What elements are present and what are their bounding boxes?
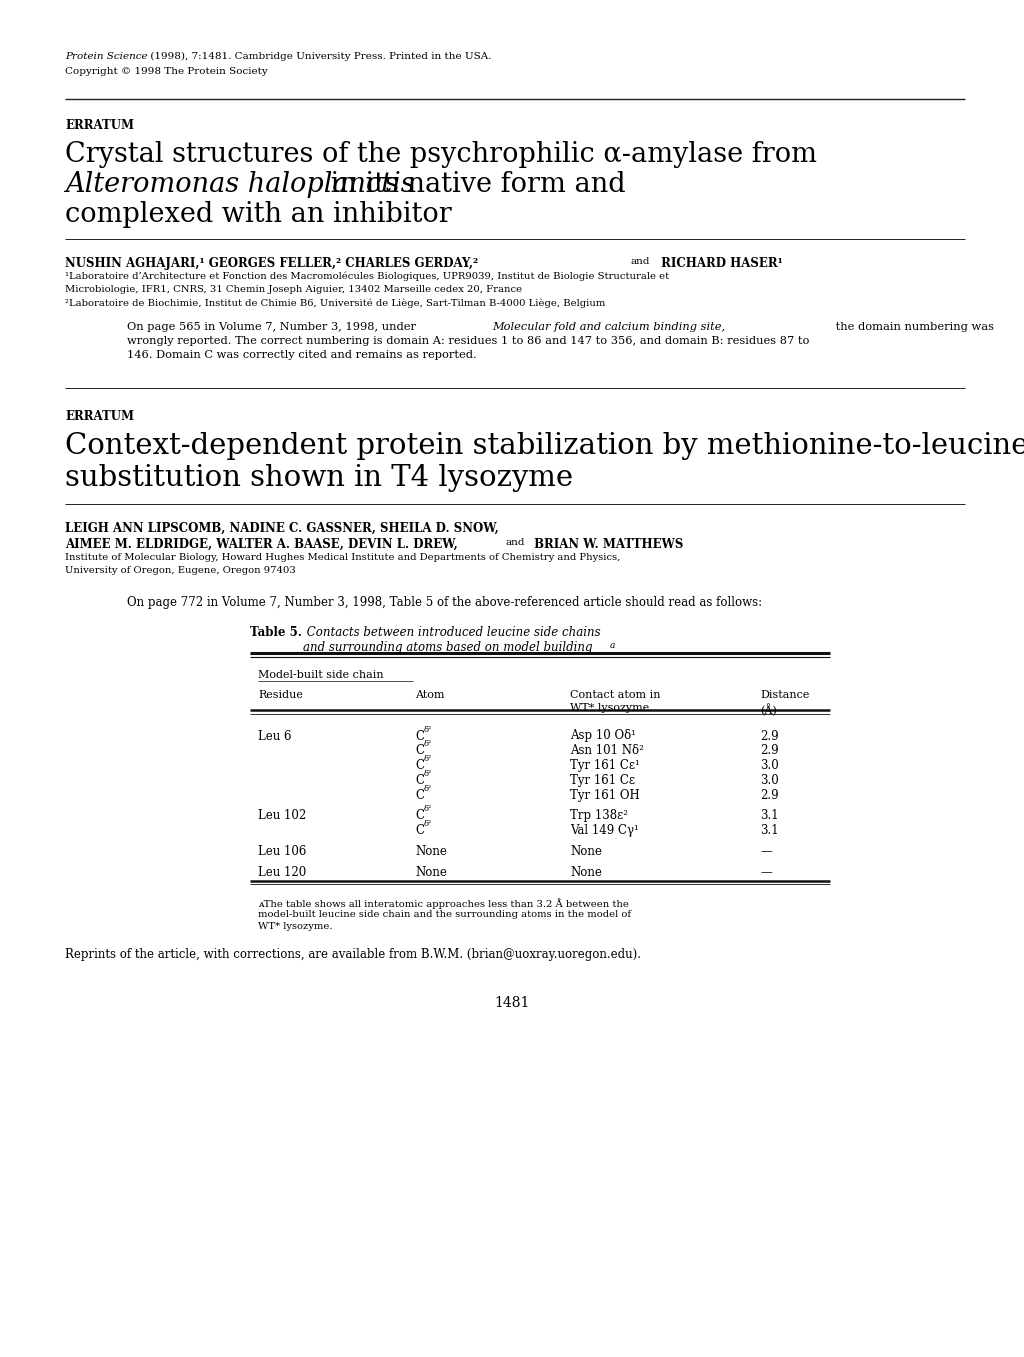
Text: Microbiologie, IFR1, CNRS, 31 Chemin Joseph Aiguier, 13402 Marseille cedex 20, F: Microbiologie, IFR1, CNRS, 31 Chemin Jos… [65,285,522,294]
Text: substitution shown in T4 lysozyme: substitution shown in T4 lysozyme [65,464,573,493]
Text: C: C [415,773,424,787]
Text: 146. Domain C was correctly cited and remains as reported.: 146. Domain C was correctly cited and re… [127,350,477,360]
Text: ERRATUM: ERRATUM [65,119,134,132]
Text: 2.9: 2.9 [760,788,778,802]
Text: Contacts between introduced leucine side chains: Contacts between introduced leucine side… [303,626,601,639]
Text: LEIGH ANN LIPSCOMB, NADINE C. GASSNER, SHEILA D. SNOW,: LEIGH ANN LIPSCOMB, NADINE C. GASSNER, S… [65,522,499,535]
Text: Institute of Molecular Biology, Howard Hughes Medical Institute and Departments : Institute of Molecular Biology, Howard H… [65,554,621,562]
Text: (Å): (Å) [760,703,777,716]
Text: Molecular fold and calcium binding site,: Molecular fold and calcium binding site, [492,322,725,332]
Text: in its native form and: in its native form and [322,171,626,198]
Text: Table 5.: Table 5. [250,626,302,639]
Text: On page 565 in Volume 7, Number 3, 1998, under: On page 565 in Volume 7, Number 3, 1998,… [127,322,420,332]
Text: δ²: δ² [424,754,432,763]
Text: (1998), 7:1481. Cambridge University Press. Printed in the USA.: (1998), 7:1481. Cambridge University Pre… [147,52,492,61]
Text: C: C [415,759,424,772]
Text: ¹Laboratoire d’Architecture et Fonction des Macromolécules Biologiques, UPR9039,: ¹Laboratoire d’Architecture et Fonction … [65,271,669,281]
Text: 3.1: 3.1 [760,824,778,837]
Text: University of Oregon, Eugene, Oregon 97403: University of Oregon, Eugene, Oregon 974… [65,566,296,575]
Text: Distance: Distance [760,691,809,700]
Text: WT* lysozyme.: WT* lysozyme. [258,923,333,931]
Text: a: a [610,641,615,650]
Text: Model-built side chain: Model-built side chain [258,670,384,680]
Text: C: C [415,824,424,837]
Text: Alteromonas haloplanctis: Alteromonas haloplanctis [65,171,415,198]
Text: Asp 10 Oδ¹: Asp 10 Oδ¹ [570,730,636,742]
Text: wrongly reported. The correct numbering is domain A: residues 1 to 86 and 147 to: wrongly reported. The correct numbering … [127,337,809,346]
Text: Leu 102: Leu 102 [258,810,306,822]
Text: Asn 101 Nδ²: Asn 101 Nδ² [570,744,644,757]
Text: WT* lysozyme: WT* lysozyme [570,703,649,714]
Text: δ²: δ² [424,726,432,734]
Text: 1481: 1481 [495,996,529,1010]
Text: —: — [760,845,772,858]
Text: Atom: Atom [415,691,444,700]
Text: Leu 106: Leu 106 [258,845,306,858]
Text: and surrounding atoms based on model building: and surrounding atoms based on model bui… [303,641,593,654]
Text: and: and [505,537,524,547]
Text: 2.9: 2.9 [760,730,778,742]
Text: 3.0: 3.0 [760,773,778,787]
Text: Context-dependent protein stabilization by methionine-to-leucine: Context-dependent protein stabilization … [65,432,1024,460]
Text: Leu 120: Leu 120 [258,866,306,879]
Text: Reprints of the article, with corrections, are available from B.W.M. (brian@uoxr: Reprints of the article, with correction… [65,949,641,961]
Text: C: C [415,730,424,742]
Text: NUSHIN AGHAJARI,¹ GEORGES FELLER,² CHARLES GERDAY,²: NUSHIN AGHAJARI,¹ GEORGES FELLER,² CHARL… [65,256,482,270]
Text: None: None [415,866,446,879]
Text: δ²: δ² [424,769,432,778]
Text: Copyright © 1998 The Protein Society: Copyright © 1998 The Protein Society [65,66,267,76]
Text: AIMEE M. ELDRIDGE, WALTER A. BAASE, DEVIN L. DREW,: AIMEE M. ELDRIDGE, WALTER A. BAASE, DEVI… [65,537,462,551]
Text: RICHARD HASER¹: RICHARD HASER¹ [657,256,782,270]
Text: Residue: Residue [258,691,303,700]
Text: complexed with an inhibitor: complexed with an inhibitor [65,201,452,228]
Text: —: — [760,866,772,879]
Text: Trp 138ε²: Trp 138ε² [570,810,628,822]
Text: None: None [570,845,602,858]
Text: 2.9: 2.9 [760,744,778,757]
Text: None: None [415,845,446,858]
Text: the domain numbering was: the domain numbering was [831,322,994,332]
Text: C: C [415,788,424,802]
Text: Tyr 161 OH: Tyr 161 OH [570,788,640,802]
Text: Leu 6: Leu 6 [258,730,292,742]
Text: Crystal structures of the psychrophilic α-amylase from: Crystal structures of the psychrophilic … [65,141,817,168]
Text: 3.0: 3.0 [760,759,778,772]
Text: 3.1: 3.1 [760,810,778,822]
Text: BRIAN W. MATTHEWS: BRIAN W. MATTHEWS [530,537,683,551]
Text: δ²: δ² [424,806,432,813]
Text: model-built leucine side chain and the surrounding atoms in the model of: model-built leucine side chain and the s… [258,911,631,919]
Text: δ²: δ² [424,820,432,828]
Text: C: C [415,744,424,757]
Text: and: and [630,256,649,266]
Text: Tyr 161 Cε: Tyr 161 Cε [570,773,635,787]
Text: None: None [570,866,602,879]
Text: ²Laboratoire de Biochimie, Institut de Chimie B6, Université de Liège, Sart-Tilm: ²Laboratoire de Biochimie, Institut de C… [65,299,605,308]
Text: C: C [415,810,424,822]
Text: δ²: δ² [424,784,432,792]
Text: Protein Science: Protein Science [65,52,147,61]
Text: ᴀThe table shows all interatomic approaches less than 3.2 Å between the: ᴀThe table shows all interatomic approac… [258,898,629,909]
Text: Tyr 161 Cε¹: Tyr 161 Cε¹ [570,759,640,772]
Text: δ²: δ² [424,741,432,748]
Text: Contact atom in: Contact atom in [570,691,660,700]
Text: ERRATUM: ERRATUM [65,410,134,423]
Text: On page 772 in Volume 7, Number 3, 1998, Table 5 of the above-referenced article: On page 772 in Volume 7, Number 3, 1998,… [127,596,762,609]
Text: Val 149 Cγ¹: Val 149 Cγ¹ [570,824,639,837]
